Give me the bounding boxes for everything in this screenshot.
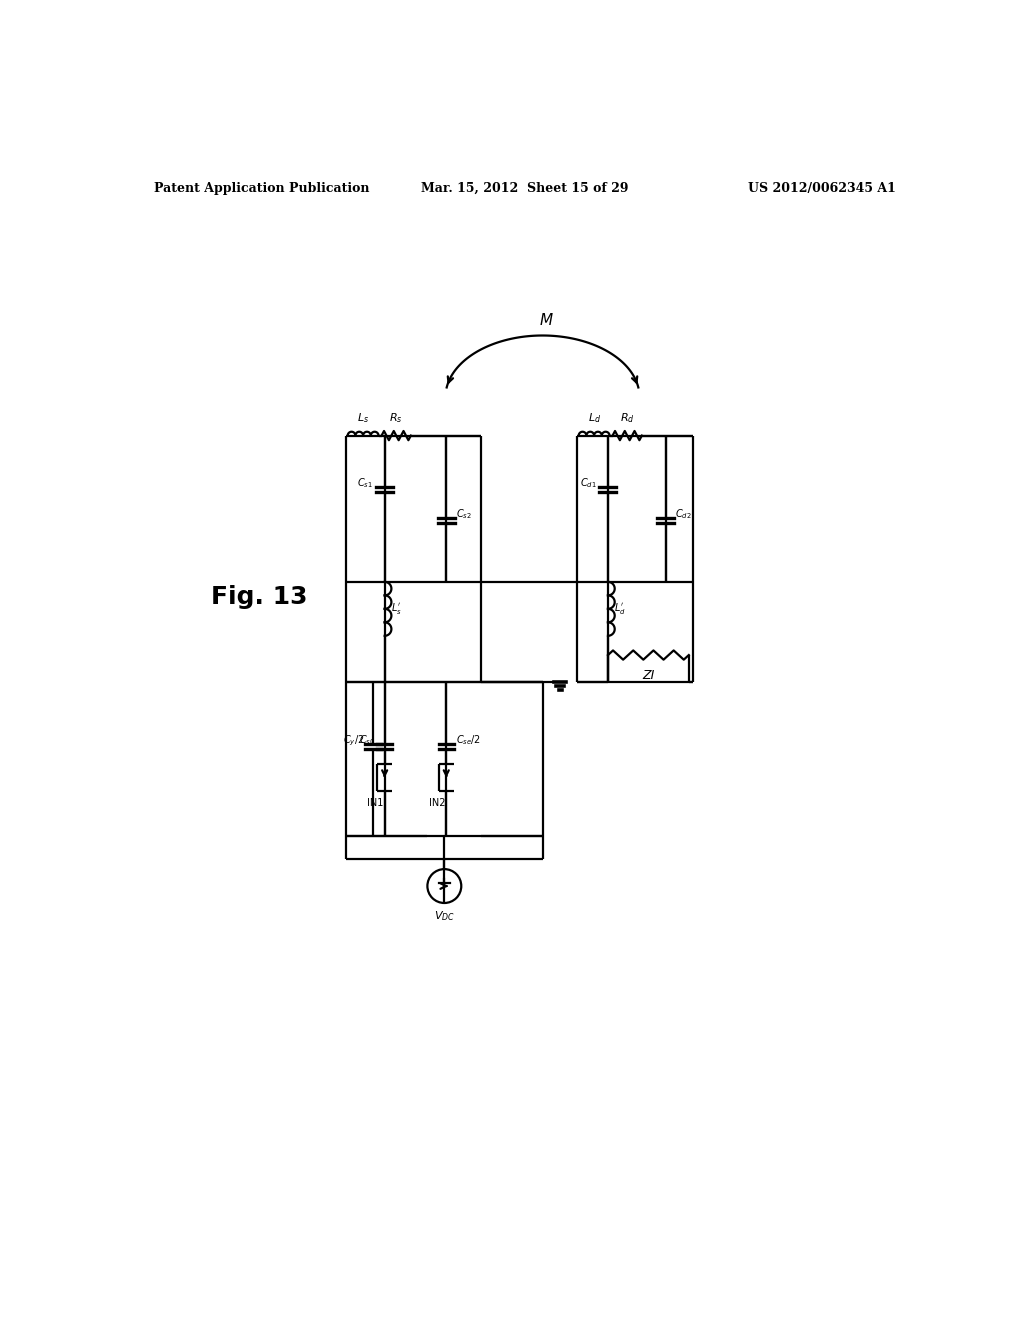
Text: $C_{d1}$: $C_{d1}$: [580, 477, 596, 490]
Text: ZI: ZI: [642, 669, 654, 682]
Text: $R_d$: $R_d$: [620, 411, 635, 425]
Text: $L_s$: $L_s$: [357, 411, 369, 425]
Text: $C_y/2$: $C_y/2$: [343, 734, 364, 747]
Text: $C_{d2}$: $C_{d2}$: [675, 507, 691, 521]
Text: $L_s'$: $L_s'$: [391, 602, 401, 616]
Text: $C_{s1}$: $C_{s1}$: [357, 477, 373, 490]
Text: Patent Application Publication: Patent Application Publication: [154, 182, 370, 194]
Text: Mar. 15, 2012  Sheet 15 of 29: Mar. 15, 2012 Sheet 15 of 29: [421, 182, 629, 194]
Text: $C_{s2}$: $C_{s2}$: [456, 507, 471, 521]
Text: $C_{se}/2$: $C_{se}/2$: [456, 734, 480, 747]
Text: $C_{s0}$: $C_{s0}$: [359, 734, 376, 747]
Text: $V_{DC}$: $V_{DC}$: [434, 909, 455, 923]
Text: $L_d$: $L_d$: [588, 411, 601, 425]
Text: $L_d'$: $L_d'$: [614, 602, 626, 616]
Text: IN2: IN2: [429, 797, 445, 808]
Text: IN1: IN1: [368, 797, 384, 808]
Text: US 2012/0062345 A1: US 2012/0062345 A1: [749, 182, 896, 194]
Text: M: M: [540, 313, 553, 327]
Text: Fig. 13: Fig. 13: [211, 585, 308, 610]
Text: $R_s$: $R_s$: [389, 411, 403, 425]
